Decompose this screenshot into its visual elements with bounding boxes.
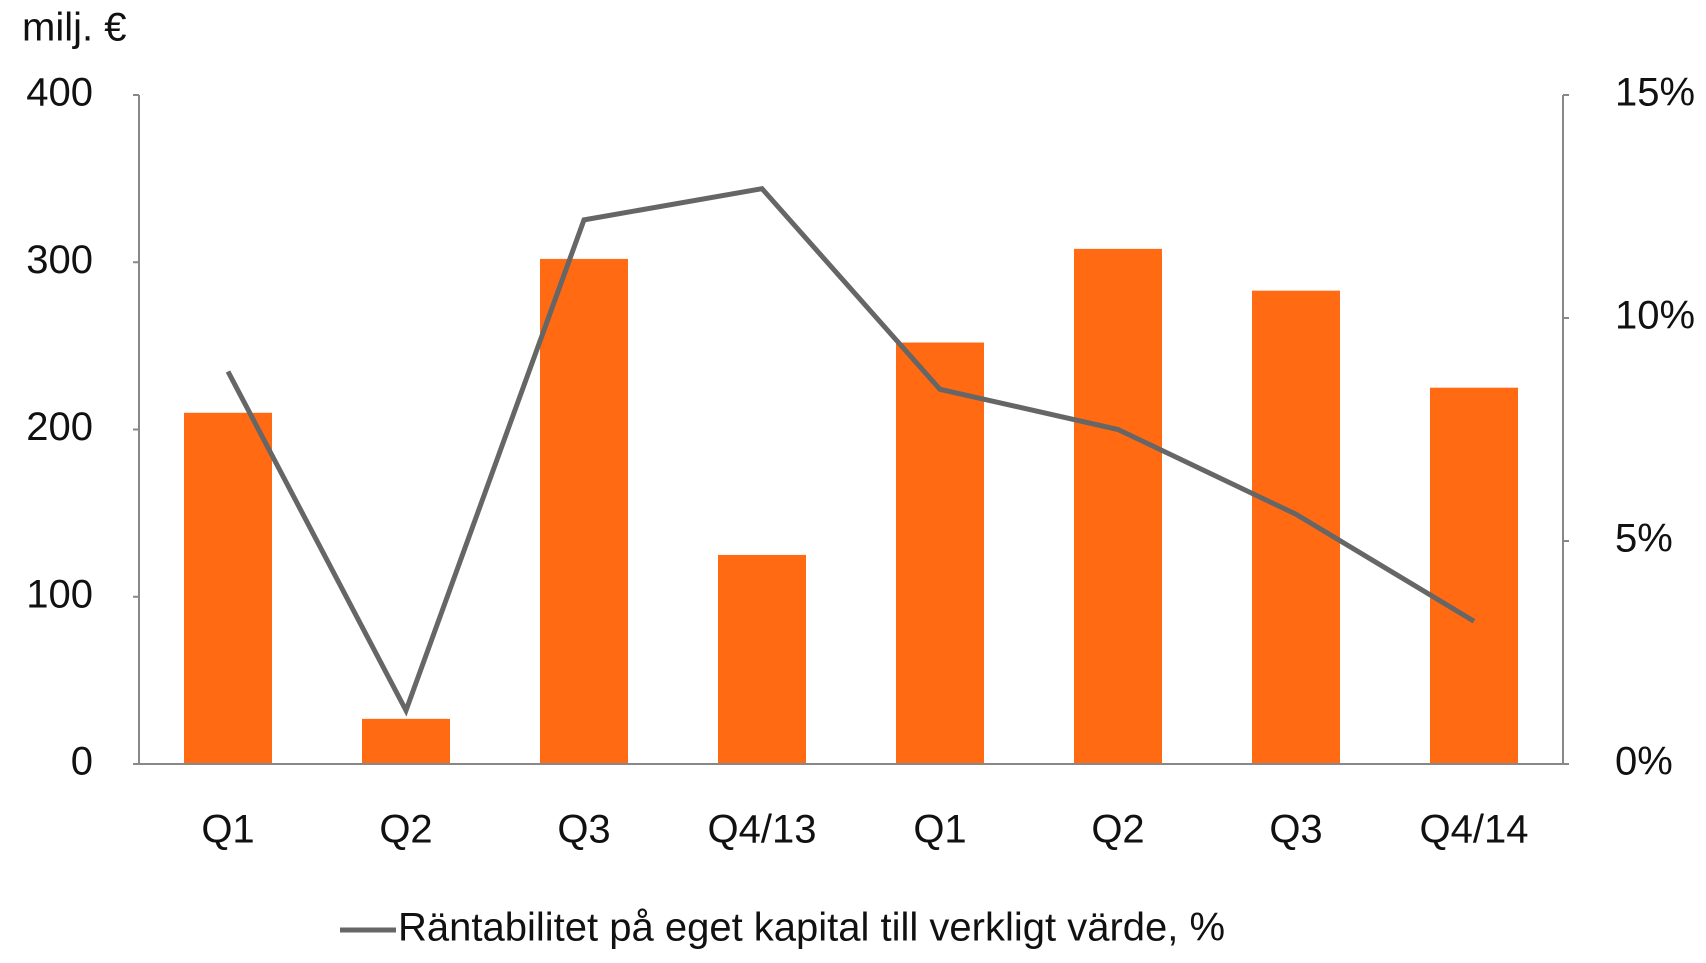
y-tick-label: 400 xyxy=(26,71,93,115)
x-tick-label: Q2 xyxy=(1091,808,1144,852)
bar xyxy=(1252,290,1340,764)
x-tick-label: Q2 xyxy=(379,808,432,852)
y2-tick-label: 10% xyxy=(1615,294,1695,338)
line xyxy=(225,185,1476,717)
y2-tick-label: 15% xyxy=(1615,71,1695,115)
bar xyxy=(184,412,272,764)
y-tick-label: 100 xyxy=(26,572,93,616)
y-tick-label: 0 xyxy=(71,740,93,784)
x-tick-label: Q1 xyxy=(913,808,966,852)
bar xyxy=(540,258,628,764)
bar xyxy=(362,718,450,764)
y-tick-label: 300 xyxy=(26,238,93,282)
y2-tick-label: 0% xyxy=(1615,740,1673,784)
bar xyxy=(1430,387,1518,764)
y-tick-label: 200 xyxy=(26,405,93,449)
bar xyxy=(718,554,806,764)
bar xyxy=(1074,248,1162,764)
x-tick-label: Q3 xyxy=(557,808,610,852)
x-tick-label: Q1 xyxy=(201,808,254,852)
legend-label: Räntabilitet på eget kapital till verkli… xyxy=(398,906,1225,950)
x-tick-label: Q4/14 xyxy=(1420,808,1529,852)
y-axis-label: milj. € xyxy=(22,6,126,50)
bar xyxy=(896,342,984,764)
y2-tick-label: 5% xyxy=(1615,517,1673,561)
x-tick-label: Q4/13 xyxy=(708,808,817,852)
x-tick-label: Q3 xyxy=(1269,808,1322,852)
